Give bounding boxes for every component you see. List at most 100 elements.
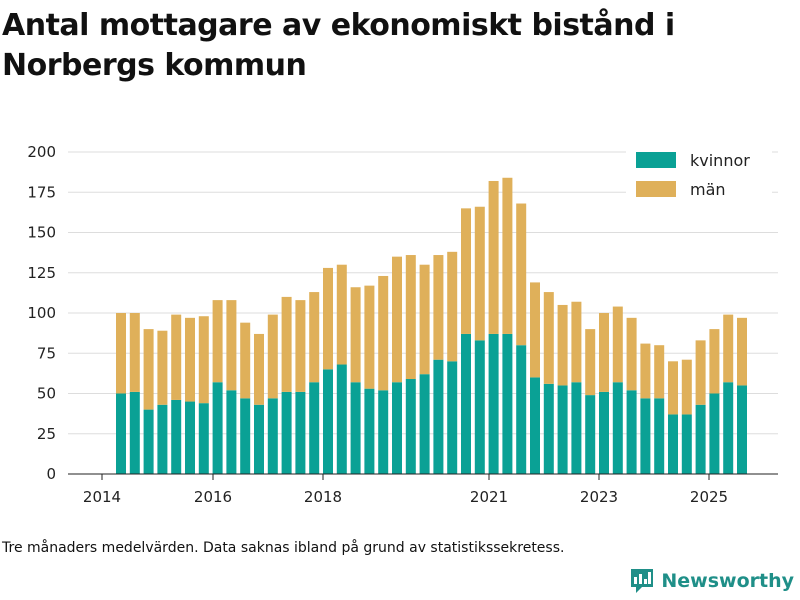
bar-man — [488, 180, 499, 334]
bar-man — [378, 275, 389, 391]
bar-man — [668, 361, 678, 415]
bar-man — [143, 329, 154, 410]
x-tick-label: 2021 — [470, 488, 508, 506]
x-tick-label: 2014 — [83, 488, 121, 506]
bar-kvinnor — [433, 359, 444, 474]
y-axis-ticks: 0 25 50 75 100 125 150 175 200 — [27, 143, 56, 483]
y-tick-label: 75 — [37, 344, 56, 362]
bar-kvinnor — [585, 395, 596, 474]
y-tick-label: 25 — [37, 425, 56, 443]
legend-label-kvinnor: kvinnor — [690, 151, 750, 170]
bar-kvinnor — [488, 333, 499, 474]
bar-man — [240, 322, 251, 399]
bar-man — [295, 300, 306, 392]
bar-chart-logo-icon — [631, 569, 654, 593]
bar-man — [433, 255, 444, 360]
footnote: Tre månaders medelvärden. Data saknas ib… — [2, 540, 565, 556]
bar-man — [405, 255, 416, 380]
bar-kvinnor — [364, 388, 375, 474]
bar-man — [502, 177, 513, 334]
brand-name: Newsworthy — [661, 570, 794, 592]
bar-kvinnor — [626, 390, 637, 474]
x-tick-label: 2018 — [304, 488, 342, 506]
bar-man — [254, 333, 264, 405]
bar-kvinnor — [543, 383, 554, 474]
bar-kvinnor — [516, 345, 527, 474]
bar-kvinnor — [281, 391, 292, 474]
y-tick-label: 175 — [27, 183, 56, 201]
bar-kvinnor — [116, 393, 126, 474]
bar-kvinnor — [295, 391, 306, 474]
y-tick-label: 150 — [27, 224, 56, 242]
bar-kvinnor — [350, 382, 361, 474]
y-tick-label: 50 — [37, 385, 56, 403]
bar-man — [626, 317, 637, 391]
bar-kvinnor — [129, 391, 140, 474]
bar-kvinnor — [737, 385, 747, 474]
bar-man — [737, 317, 747, 386]
bar-kvinnor — [185, 401, 195, 474]
bar-kvinnor — [654, 398, 665, 474]
bar-man — [543, 292, 554, 384]
bar-kvinnor — [474, 340, 485, 474]
bar-man — [267, 314, 278, 399]
bar-kvinnor — [571, 382, 582, 474]
bar-man — [709, 329, 720, 394]
bar-man — [116, 313, 126, 394]
bar-kvinnor — [530, 377, 540, 474]
bar-kvinnor — [392, 382, 402, 474]
x-tick-label: 2025 — [690, 488, 728, 506]
bar-man — [226, 300, 237, 391]
bar-man — [461, 208, 471, 334]
bar-kvinnor — [612, 382, 623, 474]
bar-kvinnor — [681, 414, 692, 474]
bar-kvinnor — [378, 390, 389, 474]
bar-kvinnor — [336, 364, 347, 474]
bar-man — [557, 304, 568, 386]
bar-kvinnor — [709, 393, 720, 474]
bar-kvinnor — [212, 382, 223, 474]
bar-man — [309, 292, 320, 383]
bar-kvinnor — [171, 399, 182, 474]
x-tick-label: 2023 — [580, 488, 618, 506]
bar-kvinnor — [640, 398, 651, 474]
y-tick-label: 100 — [27, 304, 56, 322]
y-tick-label: 200 — [27, 143, 56, 161]
bar-man — [392, 256, 402, 383]
bar-man — [571, 301, 582, 383]
bar-man — [129, 313, 140, 392]
bar-kvinnor — [198, 403, 209, 474]
bar-man — [364, 285, 375, 389]
bar-kvinnor — [723, 382, 734, 474]
bar-kvinnor — [323, 369, 333, 474]
brand-logo: Newsworthy — [629, 567, 794, 595]
bar-man — [323, 267, 333, 370]
y-tick-label: 125 — [27, 264, 56, 282]
bar-kvinnor — [267, 398, 278, 474]
legend-swatch-kvinnor — [636, 152, 676, 168]
y-tick-label: 0 — [46, 465, 56, 483]
bar-man — [516, 203, 527, 346]
bar-kvinnor — [254, 404, 264, 474]
bar-man — [654, 345, 665, 399]
bar-kvinnor — [447, 361, 458, 474]
bar-man — [281, 296, 292, 392]
bars — [116, 177, 747, 474]
bar-kvinnor — [419, 374, 430, 474]
bar-man — [612, 306, 623, 383]
bar-kvinnor — [157, 404, 168, 474]
bar-kvinnor — [695, 404, 706, 474]
bar-kvinnor — [143, 409, 154, 474]
x-axis: 2014 2016 2018 2021 2023 2025 — [68, 473, 778, 506]
bar-kvinnor — [405, 379, 416, 474]
bar-man — [198, 316, 209, 404]
legend: kvinnor män — [626, 144, 772, 206]
bar-man — [212, 300, 223, 383]
bar-man — [336, 264, 347, 365]
bar-kvinnor — [599, 391, 609, 474]
bar-man — [350, 287, 361, 383]
bar-man — [530, 282, 540, 378]
bar-man — [419, 264, 430, 375]
bar-kvinnor — [240, 398, 251, 474]
